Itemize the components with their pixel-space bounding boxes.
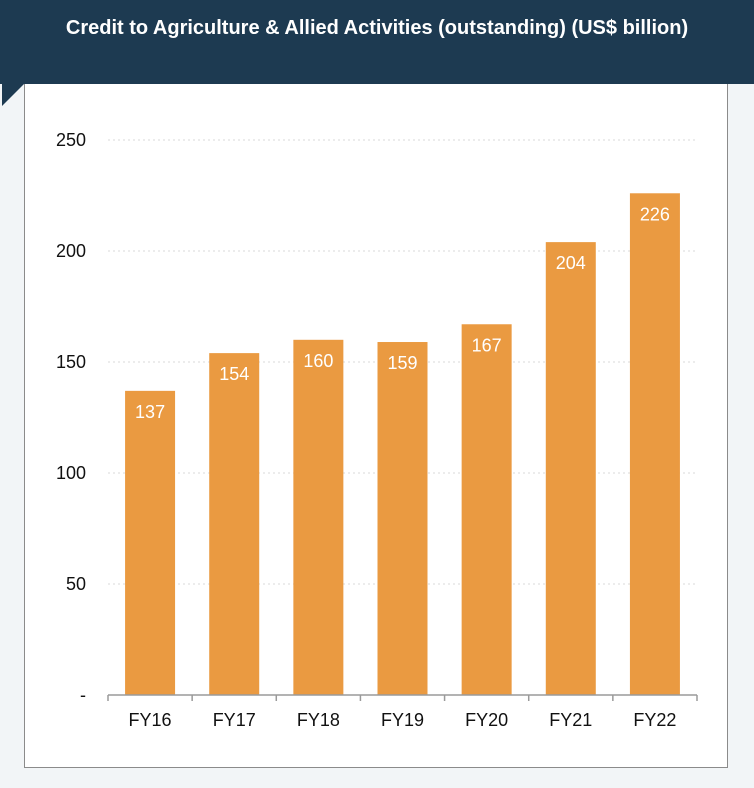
x-tick-label: FY21	[549, 710, 592, 730]
data-label: 159	[387, 353, 417, 373]
bar	[125, 390, 176, 695]
x-tick-label: FY16	[129, 710, 172, 730]
y-tick-label: 150	[56, 352, 86, 372]
x-tick-label: FY18	[297, 710, 340, 730]
x-tick-label: FY22	[633, 710, 676, 730]
bar	[293, 339, 344, 695]
bar	[629, 193, 680, 695]
x-tick-label: FY19	[381, 710, 424, 730]
x-tick-label: FY20	[465, 710, 508, 730]
y-tick-label: 250	[56, 130, 86, 150]
bar	[209, 353, 260, 695]
y-tick-label: 100	[56, 463, 86, 483]
data-label: 154	[219, 364, 249, 384]
y-tick-label: 200	[56, 241, 86, 261]
y-tick-label: -	[80, 685, 86, 705]
data-label: 137	[135, 402, 165, 422]
bar	[545, 242, 596, 695]
bar	[377, 342, 428, 695]
title-corner-accent	[2, 84, 24, 106]
bar	[461, 324, 512, 695]
chart-title: Credit to Agriculture & Allied Activitie…	[0, 0, 754, 84]
x-tick-label: FY17	[213, 710, 256, 730]
data-label: 160	[303, 351, 333, 371]
data-label: 167	[472, 335, 502, 355]
data-label: 226	[640, 204, 670, 224]
data-label: 204	[556, 253, 586, 273]
y-tick-label: 50	[66, 574, 86, 594]
